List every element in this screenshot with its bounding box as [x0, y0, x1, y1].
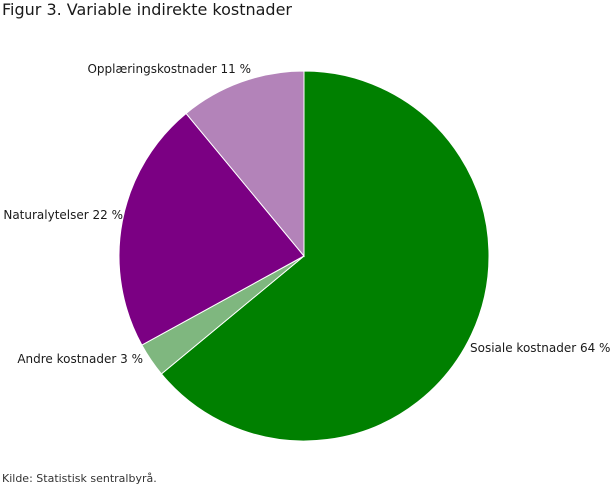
slice-label-naturalytelser: Naturalytelser 22 % [3, 208, 123, 222]
slice-label-opplaeringskostnader: Opplæringskostnader 11 % [87, 62, 251, 76]
pie-slice-opplaeringskostnader [185, 70, 305, 258]
slice-label-andre-kostnader: Andre kostnader 3 % [17, 352, 143, 366]
pie-slices [118, 70, 490, 442]
pie-slice-sosiale-kostnader [160, 70, 490, 442]
source-note: Kilde: Statistisk sentralbyrå. [2, 472, 157, 485]
pie-labels: Sosiale kostnader 64 % Andre kostnader 3… [3, 62, 610, 366]
chart-title: Figur 3. Variable indirekte kostnader [2, 0, 293, 19]
pie-slice-naturalytelser [118, 112, 305, 346]
slice-label-sosiale-kostnader: Sosiale kostnader 64 % [470, 341, 610, 355]
